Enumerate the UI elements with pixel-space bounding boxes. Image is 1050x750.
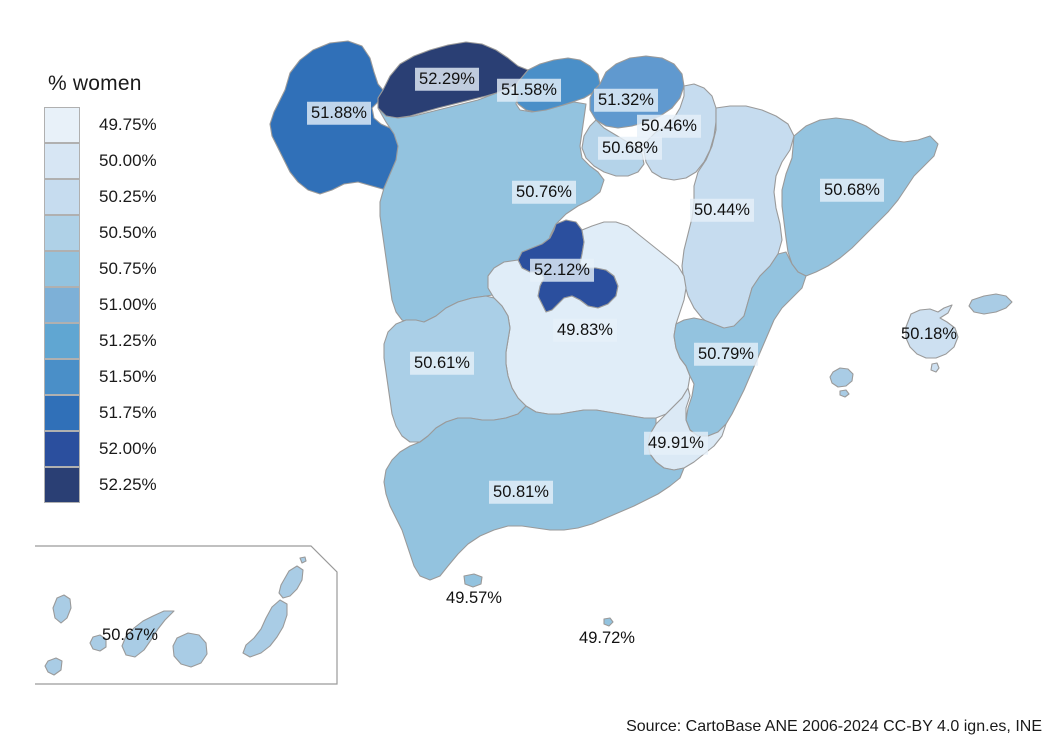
source-attribution: Source: CartoBase ANE 2006-2024 CC-BY 4.… xyxy=(626,718,1042,735)
island-la-gomera[interactable] xyxy=(89,634,107,652)
legend-label: 51.25% xyxy=(99,331,157,350)
legend-label: 51.50% xyxy=(99,367,157,386)
legend-row[interactable]: 50.25% xyxy=(44,179,244,215)
region-value-label: 49.57% xyxy=(446,588,502,607)
region-value-label: 51.58% xyxy=(497,78,561,102)
island-gran-canaria[interactable] xyxy=(172,632,208,668)
island-la-graciosa[interactable] xyxy=(299,556,307,564)
legend-label: 49.75% xyxy=(99,115,157,134)
legend-row[interactable]: 50.00% xyxy=(44,143,244,179)
region-value-label: 52.29% xyxy=(415,67,479,91)
legend-label: 52.25% xyxy=(99,475,157,494)
legend-swatch xyxy=(44,179,80,215)
legend-label: 50.75% xyxy=(99,259,157,278)
region-value-label: 51.32% xyxy=(594,88,658,112)
legend-row[interactable]: 50.50% xyxy=(44,215,244,251)
region-value-label: 50.68% xyxy=(820,178,884,202)
island-lanzarote[interactable] xyxy=(278,565,304,599)
legend-swatch xyxy=(44,107,80,143)
region-value-label: 49.72% xyxy=(579,628,635,647)
legend-swatch xyxy=(44,431,80,467)
legend-row[interactable]: 51.25% xyxy=(44,323,244,359)
island-menorca[interactable] xyxy=(968,293,1013,315)
legend-items: 49.75% 50.00% 50.25% 50.50% 50.75% 51.00% 51.2… xyxy=(44,107,244,503)
region-value-label: 51.88% xyxy=(307,101,371,125)
legend-row[interactable]: 50.75% xyxy=(44,251,244,287)
legend-row[interactable]: 51.50% xyxy=(44,359,244,395)
legend-row[interactable]: 51.75% xyxy=(44,395,244,431)
region-value-label: 52.12% xyxy=(530,258,594,282)
territory-ceuta[interactable] xyxy=(463,573,483,588)
legend-swatch xyxy=(44,467,80,503)
legend-label: 50.00% xyxy=(99,151,157,170)
legend-label: 52.00% xyxy=(99,439,157,458)
region-value-label: 50.46% xyxy=(637,114,701,138)
region-value-label: 49.91% xyxy=(644,431,708,455)
canary-inset-frame xyxy=(35,545,338,685)
legend-swatch xyxy=(44,395,80,431)
legend-swatch xyxy=(44,143,80,179)
region-value-label: 50.44% xyxy=(690,198,754,222)
legend-label: 51.00% xyxy=(99,295,157,314)
island-fuerteventura[interactable] xyxy=(242,599,288,658)
legend-title: % women xyxy=(48,72,142,95)
region-value-label: 50.76% xyxy=(512,180,576,204)
island-formentera[interactable] xyxy=(839,389,850,398)
region-value-label: 50.81% xyxy=(489,480,553,504)
legend-swatch xyxy=(44,287,80,323)
legend-row[interactable]: 49.75% xyxy=(44,107,244,143)
island-mallorca-cabrera[interactable] xyxy=(930,362,940,373)
legend-swatch xyxy=(44,251,80,287)
legend-label: 50.25% xyxy=(99,187,157,206)
region-value-label: 50.79% xyxy=(694,342,758,366)
region-value-label: 50.67% xyxy=(102,625,158,644)
island-el-hierro[interactable] xyxy=(44,657,63,676)
island-ibiza[interactable] xyxy=(829,367,854,388)
legend-swatch xyxy=(44,323,80,359)
island-mallorca[interactable] xyxy=(905,304,959,359)
island-tenerife[interactable] xyxy=(121,610,175,658)
legend-row[interactable]: 52.00% xyxy=(44,431,244,467)
legend-label: 51.75% xyxy=(99,403,157,422)
region-value-label: 50.61% xyxy=(410,351,474,375)
region-value-label: 50.18% xyxy=(901,324,957,343)
territory-melilla[interactable] xyxy=(603,617,614,627)
legend-swatch xyxy=(44,215,80,251)
legend-row[interactable]: 51.00% xyxy=(44,287,244,323)
legend-swatch xyxy=(44,359,80,395)
legend-label: 50.50% xyxy=(99,223,157,242)
legend-row[interactable]: 52.25% xyxy=(44,467,244,503)
island-la-palma[interactable] xyxy=(52,594,72,624)
legend: % women 49.75% 50.00% 50.25% 50.50% 50.75% 51… xyxy=(44,72,244,503)
region-value-label: 49.83% xyxy=(553,318,617,342)
region-value-label: 50.68% xyxy=(598,136,662,160)
